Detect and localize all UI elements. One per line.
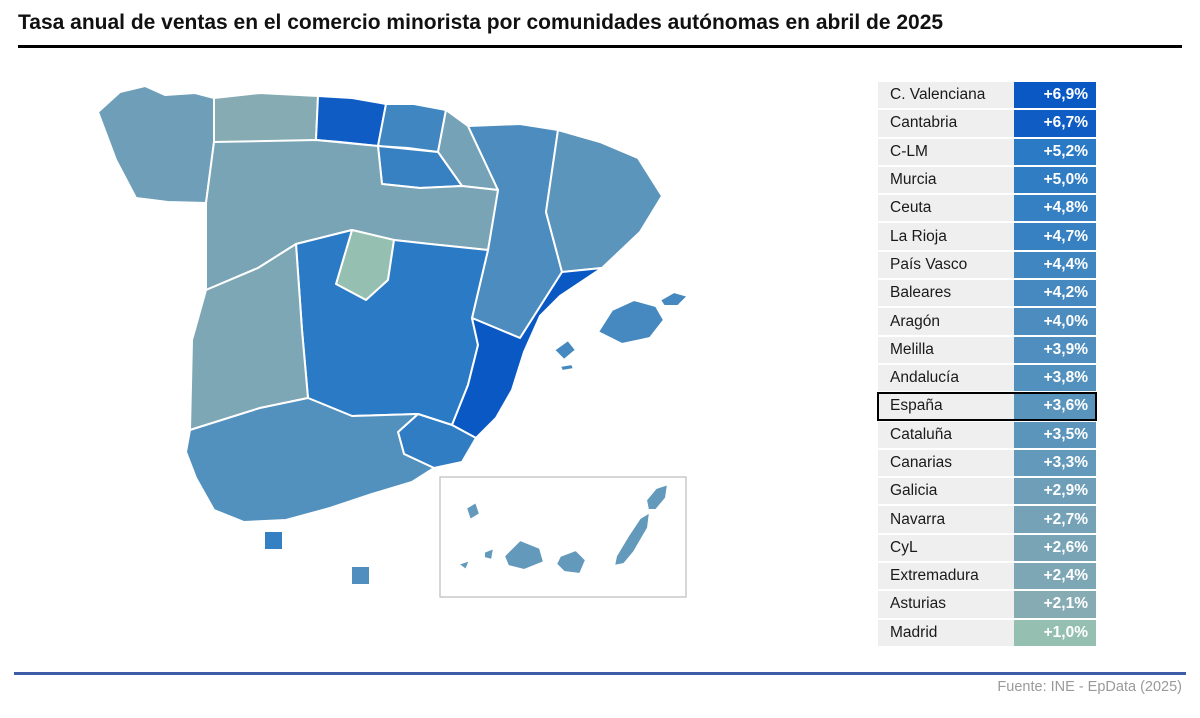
list-item: Murcia +5,0% <box>878 166 1096 194</box>
spain-choropleth-map <box>97 85 689 598</box>
region-name: Ceuta <box>878 195 1014 222</box>
region-value-badge: +4,7% <box>1014 223 1096 250</box>
list-item: Cantabria +6,7% <box>878 110 1096 137</box>
map-island-gran-canaria <box>555 549 587 575</box>
region-name: Melilla <box>878 336 1014 363</box>
map-region-pais-vasco <box>377 103 447 153</box>
region-value-badge: +3,9% <box>1014 336 1096 363</box>
region-name: C-LM <box>878 138 1014 165</box>
region-value-badge: +3,8% <box>1014 364 1096 392</box>
list-item: Madrid +1,0% <box>878 619 1096 646</box>
region-name: Cataluña <box>878 421 1014 448</box>
map-island-la-palma <box>465 501 481 521</box>
region-value-badge: +5,0% <box>1014 166 1096 194</box>
region-name: La Rioja <box>878 223 1014 250</box>
region-name: Murcia <box>878 166 1014 194</box>
map-region-castilla-la-mancha <box>295 229 489 426</box>
map-region-asturias <box>213 92 319 143</box>
region-value-badge: +4,2% <box>1014 280 1096 307</box>
map-region-andalucia <box>185 397 435 523</box>
list-item: La Rioja +4,7% <box>878 223 1096 250</box>
list-item: Galicia +2,9% <box>878 478 1096 505</box>
list-item: Melilla +3,9% <box>878 336 1096 363</box>
region-value-badge: +4,0% <box>1014 308 1096 335</box>
region-name: España <box>878 393 1014 420</box>
list-item: Cataluña +3,5% <box>878 421 1096 448</box>
map-island-lanzarote <box>645 483 669 511</box>
list-item: Baleares +4,2% <box>878 280 1096 307</box>
map-region-melilla <box>352 567 369 584</box>
map-island-ibiza <box>553 339 577 361</box>
region-name: Andalucía <box>878 364 1014 392</box>
region-value-badge: +3,3% <box>1014 449 1096 477</box>
map-region-cantabria <box>315 95 387 147</box>
list-item: Extremadura +2,4% <box>878 563 1096 590</box>
region-name: Extremadura <box>878 563 1014 590</box>
source-text: Fuente: INE - EpData (2025) <box>997 679 1182 695</box>
region-value-badge: +6,9% <box>1014 82 1096 109</box>
list-item: Aragón +4,0% <box>878 308 1096 335</box>
list-item: Ceuta +4,8% <box>878 195 1096 222</box>
region-value-badge: +1,0% <box>1014 619 1096 646</box>
list-item: Asturias +2,1% <box>878 591 1096 618</box>
region-value-badge: +6,7% <box>1014 110 1096 137</box>
list-item: Navarra +2,7% <box>878 506 1096 533</box>
canary-islands-inset-box <box>439 476 687 598</box>
list-item: Andalucía +3,8% <box>878 364 1096 392</box>
region-value-badge: +2,4% <box>1014 563 1096 590</box>
list-item: España +3,6% <box>877 392 1097 421</box>
region-name: Asturias <box>878 591 1014 618</box>
map-island-formentera <box>559 363 575 372</box>
region-name: Cantabria <box>878 110 1014 137</box>
map-region-ceuta <box>265 532 282 549</box>
footer-divider <box>14 672 1186 675</box>
region-value-badge: +2,9% <box>1014 478 1096 505</box>
region-value-badge: +2,1% <box>1014 591 1096 618</box>
list-item: Canarias +3,3% <box>878 449 1096 477</box>
map-island-el-hierro <box>457 559 471 571</box>
region-name: Baleares <box>878 280 1014 307</box>
map-island-la-gomera <box>483 547 495 561</box>
region-name: CyL <box>878 534 1014 562</box>
map-island-tenerife <box>503 539 545 571</box>
region-name: Aragón <box>878 308 1014 335</box>
region-name: Navarra <box>878 506 1014 533</box>
map-region-cataluna <box>545 129 663 273</box>
list-item: País Vasco +4,4% <box>878 251 1096 279</box>
region-name: Canarias <box>878 449 1014 477</box>
map-region-canarias-group <box>457 483 669 575</box>
ranking-list: C. Valenciana +6,9% Cantabria +6,7% C-LM… <box>877 82 1097 646</box>
map-region-baleares-group <box>553 291 689 372</box>
page-title: Tasa anual de ventas en el comercio mino… <box>18 11 944 34</box>
title-divider <box>18 45 1182 48</box>
map-region-c-valenciana <box>451 267 603 439</box>
region-value-badge: +4,4% <box>1014 251 1096 279</box>
map-island-mallorca <box>597 299 665 345</box>
list-item: CyL +2,6% <box>878 534 1096 562</box>
region-value-badge: +3,5% <box>1014 421 1096 448</box>
region-value-badge: +2,6% <box>1014 534 1096 562</box>
map-island-fuerteventura <box>613 511 651 567</box>
region-value-badge: +5,2% <box>1014 138 1096 165</box>
region-value-badge: +2,7% <box>1014 506 1096 533</box>
list-item: C. Valenciana +6,9% <box>878 82 1096 109</box>
map-island-menorca <box>659 291 689 307</box>
region-value-badge: +3,6% <box>1014 393 1096 420</box>
region-name: País Vasco <box>878 251 1014 279</box>
region-value-badge: +4,8% <box>1014 195 1096 222</box>
region-name: C. Valenciana <box>878 82 1014 109</box>
region-name: Galicia <box>878 478 1014 505</box>
list-item: C-LM +5,2% <box>878 138 1096 165</box>
region-name: Madrid <box>878 619 1014 646</box>
map-region-galicia <box>97 85 215 204</box>
